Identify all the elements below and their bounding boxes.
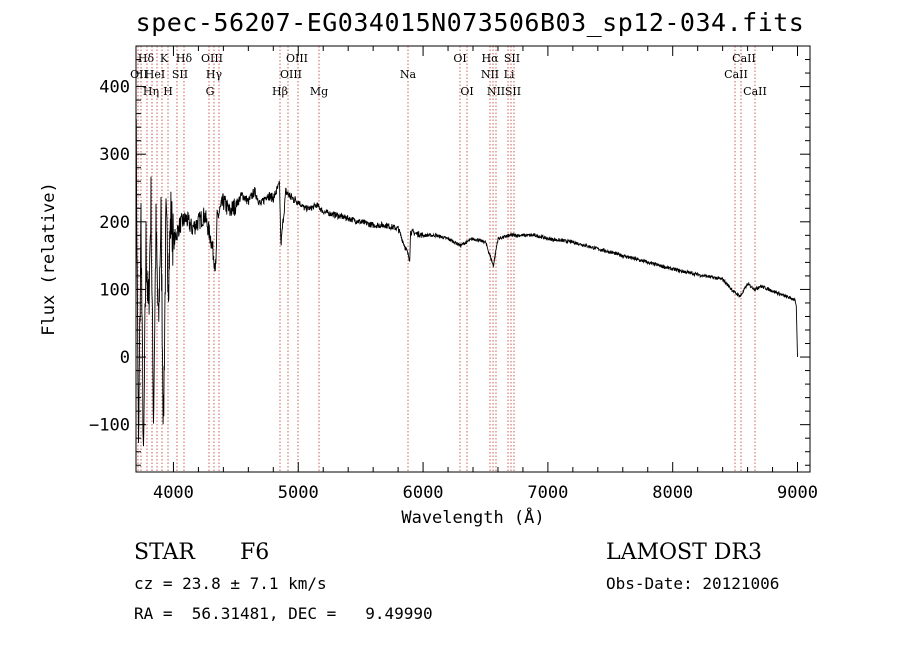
line-label: SII <box>172 68 188 81</box>
line-label: SII <box>504 52 520 65</box>
emission-line-markers <box>137 46 756 472</box>
line-label: Li <box>504 68 515 81</box>
line-label: OIII <box>286 52 308 65</box>
plot-frame <box>135 45 811 473</box>
redshift-cz: cz = 23.8 ± 7.1 km/s <box>134 574 327 593</box>
axes <box>135 45 811 473</box>
spectrum-line <box>135 119 798 447</box>
x-tick-label: 4000 <box>153 483 194 503</box>
line-label: Hη <box>143 85 159 98</box>
x-tick-label: 6000 <box>403 483 444 503</box>
x-axis-label: Wavelength (Å) <box>401 506 544 528</box>
plot-area <box>135 119 798 447</box>
line-label: K <box>160 52 169 65</box>
chart-title: spec-56207-EG034015N073506B03_sp12-034.f… <box>135 8 805 37</box>
line-label: Hδ <box>138 52 155 65</box>
object-subclass: F6 <box>240 540 270 565</box>
line-label: NII <box>481 68 499 81</box>
y-tick-label: 300 <box>99 145 130 165</box>
x-tick-label: 7000 <box>527 483 568 503</box>
ra-dec: RA = 56.31481, DEC = 9.49990 <box>134 604 433 623</box>
line-label: G <box>206 85 215 98</box>
line-label: Hγ <box>206 68 223 81</box>
line-label: Hδ <box>176 52 193 65</box>
line-label: OIII <box>280 68 302 81</box>
line-label: NII <box>487 85 505 98</box>
observation-date: Obs-Date: 20121006 <box>606 574 780 593</box>
line-label: CaII <box>743 85 767 98</box>
y-tick-label: 200 <box>99 213 130 233</box>
survey-name: LAMOST DR3 <box>606 540 762 565</box>
y-tick-label: 400 <box>99 78 130 98</box>
y-tick-label: 100 <box>99 280 130 300</box>
y-axis-label: Flux (relative) <box>39 182 59 336</box>
line-label: CaII <box>732 52 756 65</box>
x-tick-label: 9000 <box>777 483 818 503</box>
line-label: Na <box>400 68 417 81</box>
line-label: CaII <box>724 68 748 81</box>
y-tick-label: −100 <box>89 416 130 436</box>
line-label: OI <box>460 85 473 98</box>
x-tick-label: 8000 <box>652 483 693 503</box>
object-class: STAR <box>134 540 195 565</box>
line-label: SII <box>505 85 521 98</box>
line-label: H <box>163 85 173 98</box>
line-label: Mg <box>310 85 328 98</box>
line-label: OII <box>130 68 148 81</box>
line-label: Hα <box>481 52 499 65</box>
line-label: OI <box>453 52 466 65</box>
line-label: OIII <box>201 52 223 65</box>
y-tick-label: 0 <box>120 348 130 368</box>
line-label: HeI <box>145 68 165 81</box>
x-tick-label: 5000 <box>278 483 319 503</box>
tick-labels: 4000 5000 6000 7000 8000 9000 −100 0 100 200 300 40… <box>39 78 818 528</box>
line-label: Hβ <box>272 85 288 98</box>
